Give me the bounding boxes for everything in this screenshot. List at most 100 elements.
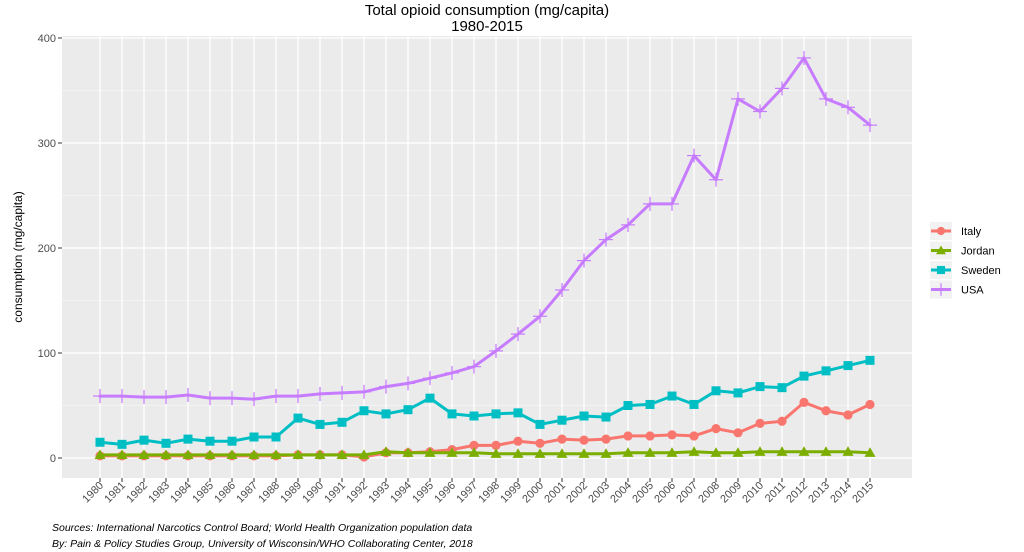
point-usa xyxy=(181,388,195,402)
point-usa xyxy=(797,50,811,65)
point-jordan xyxy=(446,447,458,457)
legend: Italy Jordan Sweden USA xyxy=(930,222,1001,299)
point-italy xyxy=(513,436,523,446)
y-tick-label: 400 xyxy=(38,33,56,45)
series-line-jordan xyxy=(98,450,872,457)
point-italy xyxy=(799,397,809,407)
point-jordan xyxy=(666,447,678,457)
point-sweden xyxy=(645,399,655,409)
point-sweden xyxy=(359,406,369,416)
series-jordan xyxy=(94,446,876,459)
x-tick-label: 1983 xyxy=(146,480,172,506)
point-italy xyxy=(601,434,611,444)
point-italy xyxy=(667,430,677,440)
x-tick-label: 1986 xyxy=(212,480,238,506)
point-italy xyxy=(645,431,655,441)
point-italy xyxy=(535,438,545,448)
point-jordan xyxy=(402,447,414,457)
point-sweden xyxy=(821,366,831,376)
point-sweden xyxy=(623,401,633,410)
x-axis: 1980198119821983198419851986198719881989… xyxy=(80,478,876,505)
point-sweden xyxy=(381,409,391,419)
point-usa xyxy=(665,196,679,211)
x-tick-label: 1985 xyxy=(190,480,216,506)
point-jordan xyxy=(292,449,304,459)
chart-subtitle: 1980-2015 xyxy=(451,18,523,35)
x-tick-label: 1998 xyxy=(476,480,502,506)
series-layer xyxy=(93,50,877,462)
point-sweden xyxy=(249,432,259,442)
x-tick-label: 1991 xyxy=(322,480,348,506)
chart-title: Total opioid consumption (mg/capita) xyxy=(365,2,609,19)
point-jordan xyxy=(314,449,326,459)
legend-key-marker xyxy=(936,265,946,275)
point-jordan xyxy=(776,446,788,456)
point-jordan xyxy=(160,449,172,459)
x-tick-label: 2014 xyxy=(828,480,854,506)
point-sweden xyxy=(117,439,127,449)
point-jordan xyxy=(468,447,480,457)
y-axis-label: consumption (mg/capita) xyxy=(11,191,25,322)
x-tick-label: 2001 xyxy=(542,480,568,506)
x-tick-label: 2011 xyxy=(763,480,788,505)
point-italy xyxy=(557,434,567,444)
point-jordan xyxy=(842,446,854,456)
footer-sources: Sources: International Narcotics Control… xyxy=(52,522,473,534)
point-usa xyxy=(511,327,525,342)
point-jordan xyxy=(358,449,370,459)
x-tick-label: 2005 xyxy=(630,480,656,506)
point-usa xyxy=(775,81,789,96)
point-usa xyxy=(423,371,437,386)
point-jordan xyxy=(380,446,392,456)
point-sweden xyxy=(491,409,501,419)
point-jordan xyxy=(490,448,502,458)
point-jordan xyxy=(600,448,612,458)
x-tick-label: 1990 xyxy=(300,480,326,506)
point-usa xyxy=(159,390,173,405)
x-tick-label: 1984 xyxy=(168,480,194,506)
point-italy xyxy=(733,428,743,438)
x-tick-label: 2004 xyxy=(608,480,634,506)
legend-label-sweden: Sweden xyxy=(961,265,1001,277)
legend-item-italy: Italy xyxy=(930,222,982,240)
point-usa xyxy=(203,391,217,406)
point-sweden xyxy=(337,417,347,427)
point-jordan xyxy=(578,448,590,458)
point-jordan xyxy=(182,449,194,459)
legend-item-sweden: Sweden xyxy=(930,261,1001,279)
point-jordan xyxy=(864,447,876,457)
point-usa xyxy=(467,359,481,374)
point-jordan xyxy=(512,448,524,458)
point-jordan xyxy=(138,449,150,459)
x-tick-label: 2012 xyxy=(784,480,810,506)
point-usa xyxy=(533,309,547,324)
point-usa xyxy=(709,172,723,187)
point-sweden xyxy=(425,393,435,403)
y-tick-label: 0 xyxy=(50,453,56,465)
point-sweden xyxy=(667,391,677,401)
legend-item-usa: USA xyxy=(930,280,984,299)
x-tick-label: 1997 xyxy=(454,480,480,506)
point-italy xyxy=(865,399,875,410)
point-sweden xyxy=(535,419,545,429)
point-usa xyxy=(137,390,151,405)
point-sweden xyxy=(227,436,237,446)
legend-item-jordan: Jordan xyxy=(930,241,995,260)
series-sweden xyxy=(95,355,875,449)
point-sweden xyxy=(601,412,611,422)
point-sweden xyxy=(403,405,413,415)
x-tick-label: 2010 xyxy=(740,480,766,506)
legend-key-marker xyxy=(936,245,946,255)
point-italy xyxy=(755,418,765,428)
point-usa xyxy=(643,196,657,211)
x-tick-label: 2008 xyxy=(696,480,722,506)
x-tick-label: 1995 xyxy=(410,480,436,506)
point-usa xyxy=(247,392,261,407)
point-sweden xyxy=(205,436,215,446)
point-italy xyxy=(623,431,633,441)
point-sweden xyxy=(579,411,589,421)
point-usa xyxy=(731,91,745,106)
point-sweden xyxy=(733,388,743,398)
point-jordan xyxy=(798,446,810,456)
point-sweden xyxy=(315,419,325,429)
